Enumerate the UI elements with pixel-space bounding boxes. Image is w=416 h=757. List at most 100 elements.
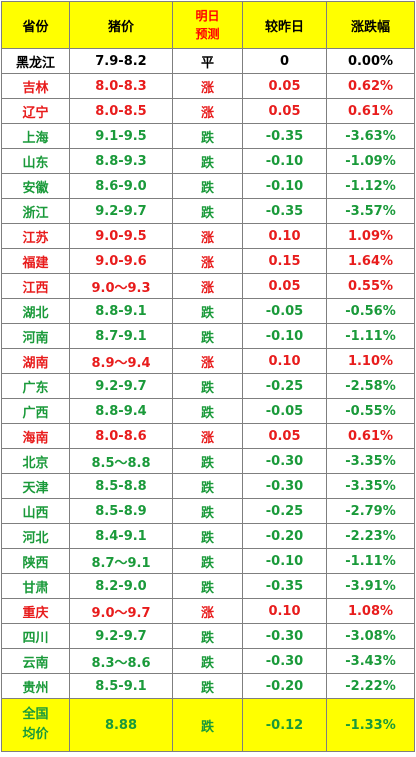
price-cell: 8.0-8.5 [69, 98, 173, 124]
price-cell: 8.8-9.3 [69, 148, 173, 174]
pct-cell: 1.10% [326, 348, 415, 374]
change-cell: -0.10 [242, 148, 327, 174]
table-row: 天津 8.5-8.8 跌 -0.30 -3.35% [1, 473, 415, 499]
province-cell: 河南 [1, 323, 70, 349]
province-cell: 湖南 [1, 348, 70, 374]
forecast-cell: 跌 [172, 173, 243, 199]
price-cell: 8.8-9.4 [69, 398, 173, 424]
table-row: 贵州 8.5-9.1 跌 -0.20 -2.22% [1, 673, 415, 699]
header-change: 较昨日 [242, 1, 327, 49]
price-cell: 8.0-8.3 [69, 73, 173, 99]
forecast-cell: 平 [172, 48, 243, 74]
table-row: 吉林 8.0-8.3 涨 0.05 0.62% [1, 73, 415, 99]
price-cell: 8.8-9.1 [69, 298, 173, 324]
header-pct: 涨跌幅 [326, 1, 415, 49]
province-cell: 江西 [1, 273, 70, 299]
forecast-cell: 涨 [172, 598, 243, 624]
forecast-cell: 涨 [172, 73, 243, 99]
change-cell: -0.05 [242, 298, 327, 324]
change-cell: -0.20 [242, 523, 327, 549]
price-cell: 8.5-8.9 [69, 498, 173, 524]
price-cell: 9.2-9.7 [69, 373, 173, 399]
province-cell: 山东 [1, 148, 70, 174]
price-cell: 8.5-9.1 [69, 673, 173, 699]
change-cell: -0.30 [242, 623, 327, 649]
province-cell: 陕西 [1, 548, 70, 574]
forecast-cell: 跌 [172, 298, 243, 324]
header-forecast: 明日 预测 [172, 1, 243, 49]
price-cell: 9.2-9.7 [69, 198, 173, 224]
price-cell: 9.0～9.7 [69, 598, 173, 624]
pct-cell: 0.61% [326, 423, 415, 449]
change-cell: 0 [242, 48, 327, 74]
change-cell: -0.25 [242, 498, 327, 524]
price-cell: 8.0-8.6 [69, 423, 173, 449]
change-cell: -0.10 [242, 323, 327, 349]
province-cell: 黑龙江 [1, 48, 70, 74]
table-row: 湖北 8.8-9.1 跌 -0.05 -0.56% [1, 298, 415, 324]
change-cell: -0.10 [242, 548, 327, 574]
price-cell: 9.0-9.5 [69, 223, 173, 249]
forecast-cell: 涨 [172, 348, 243, 374]
province-cell: 辽宁 [1, 98, 70, 124]
province-cell: 山西 [1, 498, 70, 524]
forecast-cell: 涨 [172, 423, 243, 449]
province-cell: 吉林 [1, 73, 70, 99]
province-cell: 广东 [1, 373, 70, 399]
province-cell: 贵州 [1, 673, 70, 699]
price-cell: 8.7～9.1 [69, 548, 173, 574]
price-cell: 8.6-9.0 [69, 173, 173, 199]
pct-cell: -3.91% [326, 573, 415, 599]
forecast-cell: 跌 [172, 673, 243, 699]
table-row: 福建 9.0-9.6 涨 0.15 1.64% [1, 248, 415, 274]
province-cell: 天津 [1, 473, 70, 499]
pct-cell: -2.22% [326, 673, 415, 699]
change-cell: -0.25 [242, 373, 327, 399]
forecast-cell: 跌 [172, 548, 243, 574]
national-average-label: 全国 均价 [1, 698, 70, 752]
change-cell: -0.30 [242, 448, 327, 474]
pct-cell: -2.79% [326, 498, 415, 524]
change-cell: 0.05 [242, 73, 327, 99]
province-cell: 甘肃 [1, 573, 70, 599]
province-cell: 江苏 [1, 223, 70, 249]
table-row: 北京 8.5～8.8 跌 -0.30 -3.35% [1, 448, 415, 474]
price-cell: 8.5～8.8 [69, 448, 173, 474]
table-row: 山东 8.8-9.3 跌 -0.10 -1.09% [1, 148, 415, 174]
national-average-forecast: 跌 [172, 698, 243, 752]
change-cell: -0.35 [242, 198, 327, 224]
pct-cell: -1.11% [326, 323, 415, 349]
pct-cell: -3.43% [326, 648, 415, 674]
change-cell: 0.10 [242, 348, 327, 374]
table-row: 广东 9.2-9.7 跌 -0.25 -2.58% [1, 373, 415, 399]
price-cell: 8.3～8.6 [69, 648, 173, 674]
pct-cell: 0.61% [326, 98, 415, 124]
province-cell: 浙江 [1, 198, 70, 224]
table-row: 安徽 8.6-9.0 跌 -0.10 -1.12% [1, 173, 415, 199]
forecast-cell: 跌 [172, 523, 243, 549]
change-cell: -0.30 [242, 473, 327, 499]
forecast-cell: 跌 [172, 148, 243, 174]
forecast-cell: 跌 [172, 498, 243, 524]
table-row: 江苏 9.0-9.5 涨 0.10 1.09% [1, 223, 415, 249]
header-price: 猪价 [69, 1, 173, 49]
pct-cell: -0.55% [326, 398, 415, 424]
forecast-cell: 跌 [172, 623, 243, 649]
province-cell: 上海 [1, 123, 70, 149]
table-row: 河南 8.7-9.1 跌 -0.10 -1.11% [1, 323, 415, 349]
table-row: 江西 9.0～9.3 涨 0.05 0.55% [1, 273, 415, 299]
price-cell: 9.2-9.7 [69, 623, 173, 649]
pct-cell: -3.08% [326, 623, 415, 649]
forecast-cell: 跌 [172, 448, 243, 474]
price-cell: 8.4-9.1 [69, 523, 173, 549]
forecast-cell: 跌 [172, 198, 243, 224]
pct-cell: -2.23% [326, 523, 415, 549]
table-row: 上海 9.1-9.5 跌 -0.35 -3.63% [1, 123, 415, 149]
header-forecast-line1: 明日 [195, 9, 220, 23]
change-cell: 0.10 [242, 223, 327, 249]
change-cell: -0.20 [242, 673, 327, 699]
forecast-cell: 跌 [172, 573, 243, 599]
national-average-pct: -1.33% [326, 698, 415, 752]
